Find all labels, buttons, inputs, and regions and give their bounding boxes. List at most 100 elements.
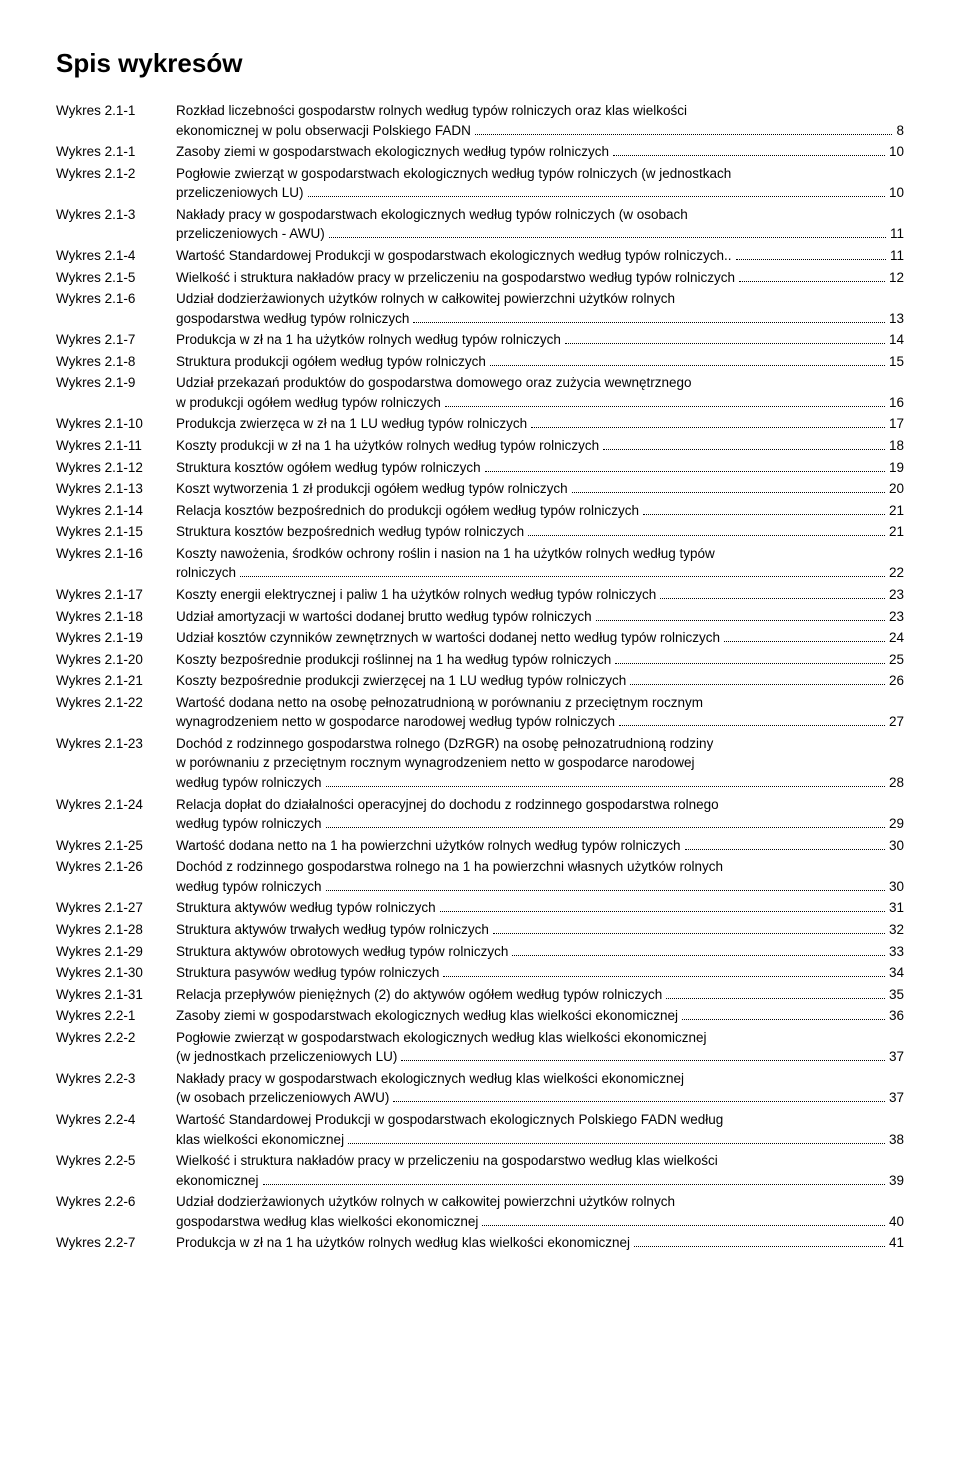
entry-description: Koszty nawożenia, środków ochrony roślin… bbox=[176, 544, 904, 583]
entry-description: Pogłowie zwierząt w gospodarstwach ekolo… bbox=[176, 1028, 904, 1067]
entry-last-line: (w osobach przeliczeniowych AWU)37 bbox=[176, 1088, 904, 1108]
entry-page: 41 bbox=[889, 1233, 904, 1253]
entry-label: Wykres 2.2-7 bbox=[56, 1233, 176, 1253]
entry-description: Wielkość i struktura nakładów pracy w pr… bbox=[176, 1151, 904, 1190]
entry-label: Wykres 2.1-10 bbox=[56, 414, 176, 434]
entry-last-line: ekonomicznej w polu obserwacji Polskiego… bbox=[176, 121, 904, 141]
leader-dots bbox=[619, 725, 885, 726]
entry-page: 23 bbox=[889, 607, 904, 627]
toc-entry: Wykres 2.1-1Zasoby ziemi w gospodarstwac… bbox=[56, 142, 904, 162]
entry-label: Wykres 2.2-6 bbox=[56, 1192, 176, 1212]
entry-description: Koszty produkcji w zł na 1 ha użytków ro… bbox=[176, 436, 904, 456]
entry-label: Wykres 2.2-4 bbox=[56, 1110, 176, 1130]
entry-text-line: (w jednostkach przeliczeniowych LU) bbox=[176, 1047, 397, 1067]
entry-label: Wykres 2.1-24 bbox=[56, 795, 176, 815]
toc-entry: Wykres 2.1-8Struktura produkcji ogółem w… bbox=[56, 352, 904, 372]
toc-entry: Wykres 2.1-23Dochód z rodzinnego gospoda… bbox=[56, 734, 904, 793]
entry-description: Wartość Standardowej Produkcji w gospoda… bbox=[176, 246, 904, 266]
page-title: Spis wykresów bbox=[56, 48, 904, 79]
entry-text-line: Koszty bezpośrednie produkcji zwierzęcej… bbox=[176, 671, 626, 691]
entry-text-line: Wartość Standardowej Produkcji w gospoda… bbox=[176, 246, 732, 266]
toc-entry: Wykres 2.2-3Nakłady pracy w gospodarstwa… bbox=[56, 1069, 904, 1108]
entry-text-line: Struktura pasywów według typów rolniczyc… bbox=[176, 963, 439, 983]
entry-last-line: Koszty bezpośrednie produkcji roślinnej … bbox=[176, 650, 904, 670]
toc-entry: Wykres 2.1-10Produkcja zwierzęca w zł na… bbox=[56, 414, 904, 434]
toc-entry: Wykres 2.1-19Udział kosztów czynników ze… bbox=[56, 628, 904, 648]
leader-dots bbox=[739, 281, 885, 282]
entry-description: Produkcja zwierzęca w zł na 1 LU według … bbox=[176, 414, 904, 434]
entry-page: 30 bbox=[889, 877, 904, 897]
toc-entry: Wykres 2.1-20Koszty bezpośrednie produkc… bbox=[56, 650, 904, 670]
entry-page: 39 bbox=[889, 1171, 904, 1191]
toc-entry: Wykres 2.1-9Udział przekazań produktów d… bbox=[56, 373, 904, 412]
entry-label: Wykres 2.1-21 bbox=[56, 671, 176, 691]
leader-dots bbox=[475, 134, 893, 135]
entry-description: Struktura aktywów trwałych według typów … bbox=[176, 920, 904, 940]
entry-page: 22 bbox=[889, 563, 904, 583]
entry-text-line: Wielkość i struktura nakładów pracy w pr… bbox=[176, 1151, 904, 1171]
entry-last-line: według typów rolniczych30 bbox=[176, 877, 904, 897]
entry-page: 40 bbox=[889, 1212, 904, 1232]
toc-entry: Wykres 2.1-6Udział dodzierżawionych użyt… bbox=[56, 289, 904, 328]
entry-label: Wykres 2.2-5 bbox=[56, 1151, 176, 1171]
entry-text-line: Udział dodzierżawionych użytków rolnych … bbox=[176, 289, 904, 309]
entry-label: Wykres 2.1-20 bbox=[56, 650, 176, 670]
toc-entry: Wykres 2.1-13Koszt wytworzenia 1 zł prod… bbox=[56, 479, 904, 499]
entry-label: Wykres 2.1-23 bbox=[56, 734, 176, 754]
entry-last-line: Struktura aktywów obrotowych według typó… bbox=[176, 942, 904, 962]
entry-last-line: Relacja przepływów pieniężnych (2) do ak… bbox=[176, 985, 904, 1005]
toc-entry: Wykres 2.1-31Relacja przepływów pieniężn… bbox=[56, 985, 904, 1005]
entry-label: Wykres 2.1-19 bbox=[56, 628, 176, 648]
entry-label: Wykres 2.1-16 bbox=[56, 544, 176, 564]
entry-text-line: Koszty energii elektrycznej i paliw 1 ha… bbox=[176, 585, 656, 605]
entry-text-line: rolniczych bbox=[176, 563, 236, 583]
entry-text-line: Struktura aktywów trwałych według typów … bbox=[176, 920, 489, 940]
entry-page: 29 bbox=[889, 814, 904, 834]
entry-label: Wykres 2.2-3 bbox=[56, 1069, 176, 1089]
toc-entry: Wykres 2.1-1Rozkład liczebności gospodar… bbox=[56, 101, 904, 140]
entry-text-line: w porównaniu z przeciętnym rocznym wynag… bbox=[176, 753, 904, 773]
entry-description: Struktura kosztów bezpośrednich według t… bbox=[176, 522, 904, 542]
leader-dots bbox=[630, 684, 885, 685]
leader-dots bbox=[613, 155, 885, 156]
leader-dots bbox=[263, 1184, 885, 1185]
entry-text-line: Relacja przepływów pieniężnych (2) do ak… bbox=[176, 985, 662, 1005]
entry-text-line: gospodarstwa według typów rolniczych bbox=[176, 309, 409, 329]
entry-text-line: Struktura aktywów według typów rolniczyc… bbox=[176, 898, 436, 918]
entry-last-line: rolniczych 22 bbox=[176, 563, 904, 583]
toc-entry: Wykres 2.2-4Wartość Standardowej Produkc… bbox=[56, 1110, 904, 1149]
entry-last-line: Koszty produkcji w zł na 1 ha użytków ro… bbox=[176, 436, 904, 456]
entry-page: 37 bbox=[889, 1088, 904, 1108]
entry-text-line: Koszty produkcji w zł na 1 ha użytków ro… bbox=[176, 436, 599, 456]
leader-dots bbox=[329, 237, 886, 238]
entry-label: Wykres 2.1-12 bbox=[56, 458, 176, 478]
entry-label: Wykres 2.1-4 bbox=[56, 246, 176, 266]
entry-last-line: według typów rolniczych29 bbox=[176, 814, 904, 834]
entry-page: 13 bbox=[889, 309, 904, 329]
entry-description: Produkcja w zł na 1 ha użytków rolnych w… bbox=[176, 330, 904, 350]
entry-description: Struktura produkcji ogółem według typów … bbox=[176, 352, 904, 372]
toc-entry: Wykres 2.1-21Koszty bezpośrednie produkc… bbox=[56, 671, 904, 691]
entry-label: Wykres 2.1-18 bbox=[56, 607, 176, 627]
leader-dots bbox=[445, 406, 885, 407]
entry-description: Nakłady pracy w gospodarstwach ekologicz… bbox=[176, 1069, 904, 1108]
entry-last-line: Wielkość i struktura nakładów pracy w pr… bbox=[176, 268, 904, 288]
entry-page: 31 bbox=[889, 898, 904, 918]
leader-dots bbox=[482, 1225, 885, 1226]
entry-last-line: Koszty bezpośrednie produkcji zwierzęcej… bbox=[176, 671, 904, 691]
leader-dots bbox=[643, 514, 885, 515]
toc-entry: Wykres 2.2-6Udział dodzierżawionych użyt… bbox=[56, 1192, 904, 1231]
toc-entry: Wykres 2.2-7Produkcja w zł na 1 ha użytk… bbox=[56, 1233, 904, 1253]
toc-entry: Wykres 2.1-7Produkcja w zł na 1 ha użytk… bbox=[56, 330, 904, 350]
entry-text-line: przeliczeniowych LU) bbox=[176, 183, 304, 203]
entry-last-line: gospodarstwa według klas wielkości ekono… bbox=[176, 1212, 904, 1232]
leader-dots bbox=[682, 1019, 885, 1020]
leader-dots bbox=[326, 827, 885, 828]
entry-label: Wykres 2.1-26 bbox=[56, 857, 176, 877]
entry-label: Wykres 2.1-5 bbox=[56, 268, 176, 288]
entry-last-line: w produkcji ogółem według typów rolniczy… bbox=[176, 393, 904, 413]
entry-text-line: Struktura aktywów obrotowych według typó… bbox=[176, 942, 508, 962]
leader-dots bbox=[531, 427, 885, 428]
leader-dots bbox=[528, 535, 885, 536]
entry-description: Udział przekazań produktów do gospodarst… bbox=[176, 373, 904, 412]
